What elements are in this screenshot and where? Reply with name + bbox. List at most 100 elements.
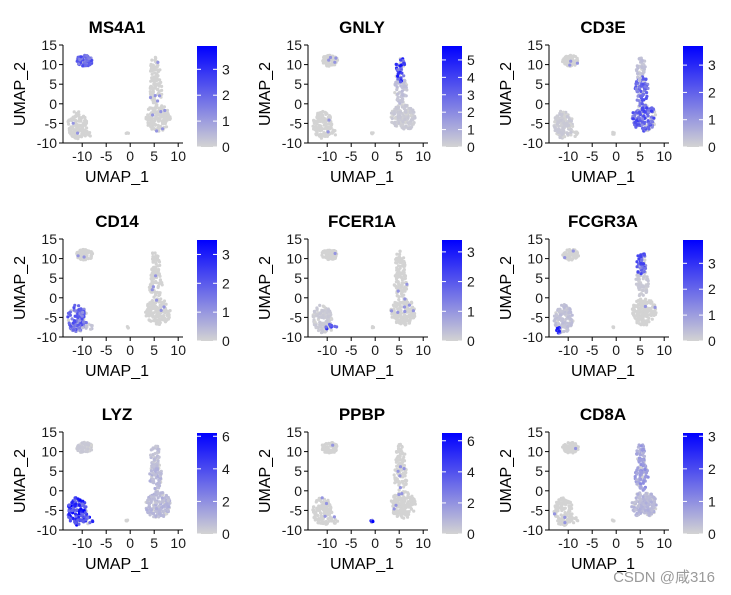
data-point xyxy=(401,452,405,456)
panel-title: LYZ xyxy=(102,405,133,424)
data-point xyxy=(148,507,152,511)
colorbar-tick-label: 3 xyxy=(708,57,716,73)
data-point xyxy=(323,449,327,453)
data-point xyxy=(644,471,649,475)
data-point xyxy=(392,110,396,114)
data-point xyxy=(395,252,399,256)
data-point xyxy=(643,508,648,512)
data-point xyxy=(154,292,158,296)
data-point xyxy=(564,251,568,255)
data-point xyxy=(325,118,329,122)
data-point xyxy=(330,62,334,66)
data-point xyxy=(324,325,328,329)
data-point xyxy=(409,507,413,511)
data-point xyxy=(73,512,78,516)
data-point xyxy=(157,321,161,325)
colorbar-tick-label: 0 xyxy=(467,333,475,349)
data-point xyxy=(399,447,403,451)
data-point xyxy=(638,309,642,313)
data-point xyxy=(150,69,154,73)
data-point xyxy=(144,115,148,119)
data-point xyxy=(638,76,643,80)
data-point xyxy=(645,323,649,327)
data-point xyxy=(319,127,323,131)
data-point xyxy=(160,500,165,504)
data-point xyxy=(313,320,317,324)
colorbar-tick-label: 2 xyxy=(222,87,230,103)
data-point xyxy=(644,77,648,81)
y-tick-label: 0 xyxy=(49,290,57,306)
data-point xyxy=(167,315,171,319)
data-point xyxy=(155,482,159,486)
panel-title: CD8A xyxy=(580,405,626,424)
data-point xyxy=(153,486,157,491)
data-point xyxy=(638,79,642,83)
data-point xyxy=(320,114,324,118)
data-point xyxy=(80,126,84,130)
data-point xyxy=(646,119,650,123)
x-tick-label: 10 xyxy=(656,148,672,164)
x-tick-label: -5 xyxy=(100,148,113,164)
data-point xyxy=(316,513,320,518)
data-point xyxy=(631,117,635,121)
y-tick-label: 10 xyxy=(286,57,302,73)
y-axis-label: UMAP_2 xyxy=(498,256,515,320)
x-tick-label: 10 xyxy=(170,342,186,358)
data-point xyxy=(75,59,79,63)
data-point xyxy=(157,478,161,482)
data-point xyxy=(83,258,87,262)
data-point xyxy=(157,82,161,86)
data-point xyxy=(653,311,657,315)
x-tick-label: -10 xyxy=(317,148,337,164)
data-point xyxy=(405,282,409,286)
data-point xyxy=(371,325,376,329)
colorbar-tick-label: 2 xyxy=(708,84,716,100)
colorbar-tick-label: 1 xyxy=(708,112,716,128)
data-point xyxy=(326,314,330,318)
colorbar-tick-label: 1 xyxy=(708,493,716,509)
data-point xyxy=(318,320,322,324)
data-point xyxy=(567,118,572,122)
data-point xyxy=(643,110,647,114)
data-point xyxy=(159,472,163,476)
colorbar-tick-label: 3 xyxy=(708,255,716,271)
data-point xyxy=(147,122,151,126)
data-point xyxy=(399,496,403,500)
data-point xyxy=(395,85,399,89)
x-tick-label: 10 xyxy=(415,148,431,164)
data-point xyxy=(632,314,636,318)
data-point xyxy=(574,250,578,254)
data-point xyxy=(569,133,573,137)
y-tick-label: 5 xyxy=(294,463,302,479)
data-point xyxy=(406,116,410,120)
data-point xyxy=(402,512,406,516)
x-tick-label: 5 xyxy=(150,535,158,551)
data-point xyxy=(154,274,158,278)
data-point xyxy=(641,69,646,73)
data-point xyxy=(76,127,80,131)
data-point xyxy=(71,121,75,125)
data-point xyxy=(328,322,332,327)
data-point xyxy=(630,501,634,505)
y-tick-label: -10 xyxy=(37,522,57,538)
y-tick-label: 10 xyxy=(286,251,302,267)
data-point xyxy=(164,120,168,124)
data-point xyxy=(646,505,650,509)
data-point xyxy=(411,309,415,313)
data-point xyxy=(328,309,332,313)
data-point xyxy=(160,496,164,500)
data-point xyxy=(89,323,93,327)
data-point xyxy=(67,118,71,122)
data-point xyxy=(312,309,316,313)
y-axis-label: UMAP_2 xyxy=(257,449,274,513)
data-point xyxy=(651,495,655,499)
data-point xyxy=(637,312,641,316)
y-tick-label: 15 xyxy=(41,424,57,440)
data-point xyxy=(154,104,158,108)
data-point xyxy=(321,119,325,123)
data-point xyxy=(80,502,84,506)
data-point xyxy=(639,306,643,310)
colorbar-gradient xyxy=(442,433,462,534)
